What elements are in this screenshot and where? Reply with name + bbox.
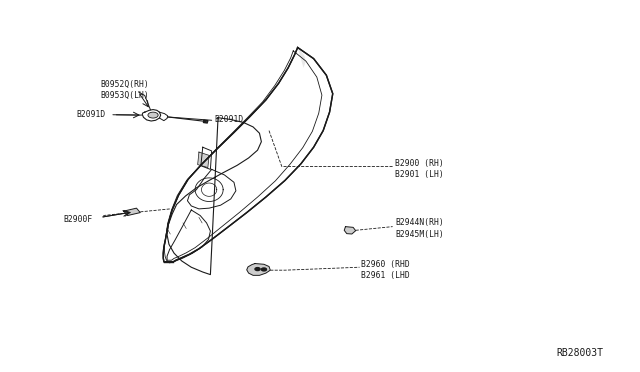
- Circle shape: [255, 267, 260, 270]
- Circle shape: [261, 268, 266, 271]
- Circle shape: [148, 112, 158, 118]
- Text: B2091D: B2091D: [77, 109, 106, 119]
- Text: RB28003T: RB28003T: [557, 348, 604, 358]
- Polygon shape: [246, 263, 270, 275]
- Text: B2944N(RH)
B2945M(LH): B2944N(RH) B2945M(LH): [395, 218, 444, 238]
- Polygon shape: [124, 208, 140, 215]
- Polygon shape: [296, 48, 306, 68]
- Text: B2900F: B2900F: [64, 215, 93, 224]
- Text: B2091D: B2091D: [215, 115, 244, 124]
- Polygon shape: [204, 120, 208, 123]
- Polygon shape: [198, 152, 209, 167]
- Text: B2900 (RH)
B2901 (LH): B2900 (RH) B2901 (LH): [395, 159, 444, 179]
- Text: B2960 (RHD
B2961 (LHD: B2960 (RHD B2961 (LHD: [362, 260, 410, 280]
- Text: B0952Q(RH)
B0953Q(LH): B0952Q(RH) B0953Q(LH): [100, 80, 149, 100]
- Polygon shape: [344, 227, 356, 234]
